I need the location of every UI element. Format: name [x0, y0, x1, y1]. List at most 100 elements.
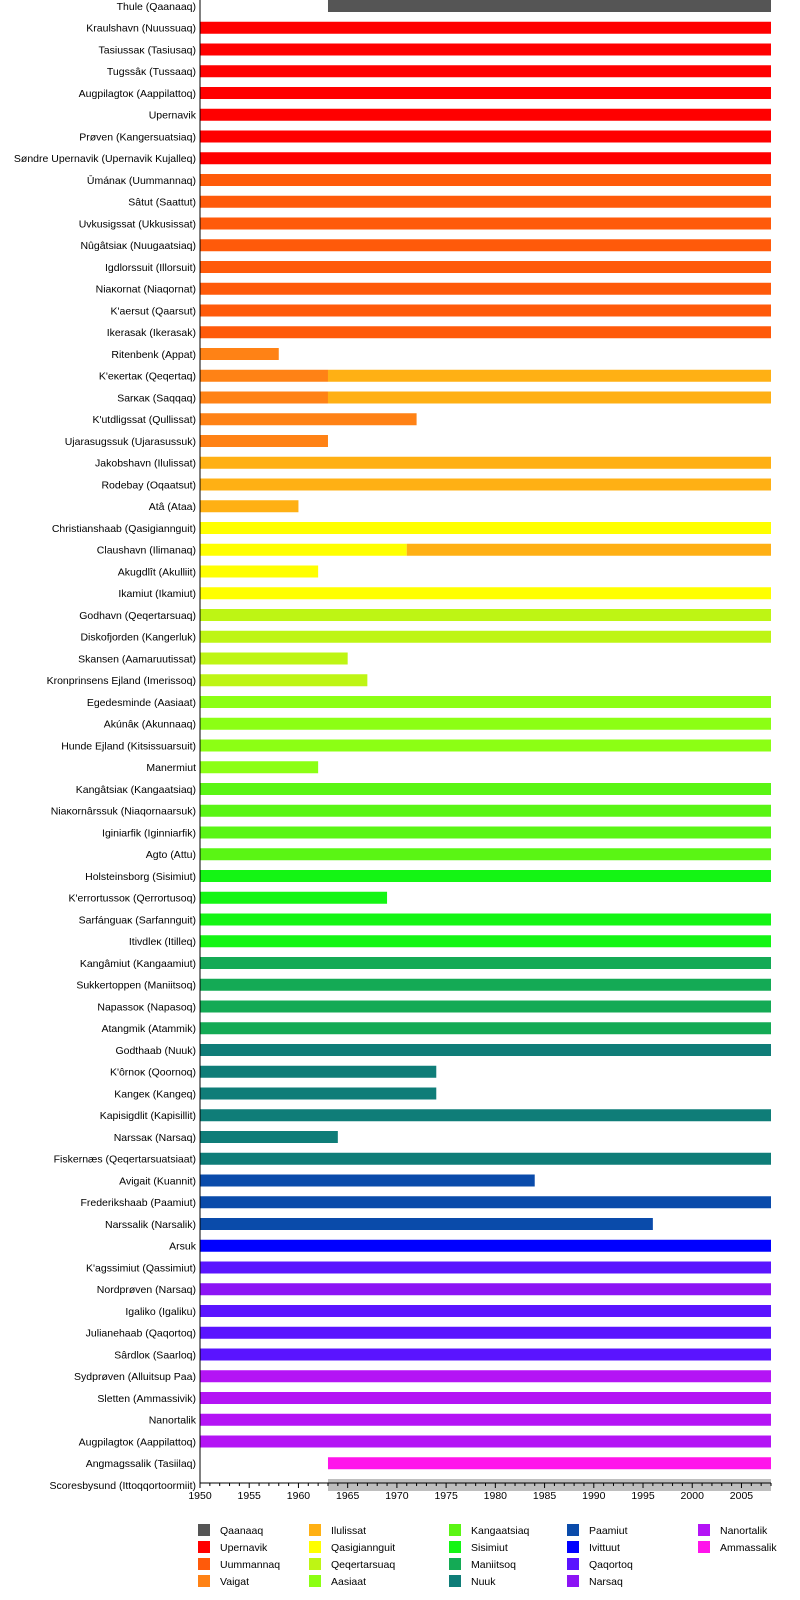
timeline-bar: [200, 543, 407, 556]
chart-row: Angmagssalik (Tasiilaq): [86, 1457, 771, 1470]
timeline-bar: [200, 870, 771, 882]
chart-row: Avigait (Kuannit): [119, 1174, 535, 1187]
row-label: Ikamiut (Ikamiut): [118, 588, 196, 600]
chart-row: Christianshaab (Qasigiannguit): [52, 522, 771, 535]
timeline-bar: [200, 609, 771, 621]
row-label: Kapisigdlit (Kapisillit): [100, 1110, 196, 1122]
timeline-bar: [200, 761, 319, 774]
timeline-bar: [406, 543, 771, 556]
chart-row: K'ôrnoĸ (Qoornoq): [110, 1065, 437, 1079]
timeline-bar: [200, 1392, 771, 1404]
row-label: Nûgâtsiaĸ (Nuugaatsiaq): [80, 240, 196, 252]
chart-row: Skansen (Aamaruutissat): [78, 652, 348, 665]
timeline-bar: [200, 1348, 771, 1361]
timeline-bar: [200, 1283, 771, 1296]
chart-row: Akugdlît (Akulliit): [118, 565, 319, 578]
timeline-bar: [200, 587, 771, 600]
legend-label: Maniitsoq: [471, 1559, 516, 1571]
timeline-bar: [200, 130, 771, 143]
chart-row: Ujarasugssuk (Ujarasussuk): [65, 435, 328, 448]
x-tick-label: 1965: [336, 1490, 360, 1502]
legend-label: Kangaatsiaq: [471, 1525, 530, 1537]
chart-row: Augpilagtoĸ (Aappilattoq): [79, 87, 771, 100]
row-label: Rodebay (Oqaatsut): [101, 479, 196, 491]
legend-label: Qasigiannguit: [331, 1542, 395, 1554]
row-label: Akúnâĸ (Akunnaaq): [104, 719, 196, 731]
chart-row: Godthaab (Nuuk): [115, 1044, 771, 1057]
legend-item: Qaanaaq: [198, 1524, 263, 1537]
row-label: Igdlorssuit (Illorsuit): [105, 262, 196, 274]
legend-swatch: [449, 1541, 461, 1553]
chart-row: Julianehaab (Qaqortoq): [86, 1326, 771, 1340]
row-label: Nanortalik: [149, 1415, 197, 1427]
row-label: Upernavik: [149, 110, 197, 122]
legend-swatch: [449, 1558, 461, 1570]
legend-label: Qaanaaq: [220, 1525, 263, 1537]
row-label: Sydprøven (Alluitsup Paa): [74, 1371, 196, 1383]
timeline-bar: [200, 1131, 338, 1143]
row-label: Skansen (Aamaruutissat): [78, 653, 196, 665]
row-label: K'utdligssat (Qullissat): [92, 414, 196, 426]
legend-label: Qaqortoq: [589, 1559, 633, 1571]
legend-swatch: [567, 1558, 579, 1570]
legend-swatch: [567, 1541, 579, 1553]
row-label: Uvkusigssat (Ukkusissat): [79, 218, 196, 230]
x-tick-label: 1950: [188, 1490, 212, 1502]
chart-row: Upernavik: [149, 108, 771, 122]
legend-label: Uummannaq: [220, 1559, 280, 1571]
row-label: K'eĸertaĸ (Qeqertaq): [99, 371, 196, 383]
timeline-bar: [200, 957, 771, 969]
row-label: Claushavn (Ilimanaq): [97, 545, 196, 557]
row-label: Hunde Ejland (Kitsissuarsuit): [61, 740, 196, 752]
timeline-bar: [200, 696, 771, 708]
timeline-bar: [327, 391, 771, 404]
chart-row: Sletten (Ammassivik): [97, 1392, 771, 1405]
timeline-bar: [200, 21, 771, 34]
chart-row: Agto (Attu): [146, 848, 771, 861]
row-label: Kangâmiut (Kangaamiut): [80, 958, 196, 970]
row-label: Iginiarfik (Iginniarfik): [102, 827, 196, 839]
chart-row: Nûgâtsiaĸ (Nuugaatsiaq): [80, 239, 771, 252]
x-tick-label: 1970: [385, 1490, 409, 1502]
chart-row: Kronprinsens Ejland (Imerissoq): [47, 674, 368, 687]
row-label: Ujarasugssuk (Ujarasussuk): [65, 436, 196, 448]
row-label: Ūmánaĸ (Uummannaq): [87, 175, 196, 187]
timeline-bar: [200, 369, 328, 382]
row-label: Itivdleĸ (Itilleq): [129, 936, 196, 948]
row-label: Sâtut (Saattut): [128, 197, 196, 209]
x-tick-label: 1975: [434, 1490, 458, 1502]
timeline-bar: [200, 1087, 437, 1100]
legend-item: Ammassalik: [698, 1541, 777, 1554]
timeline-bar: [327, 1457, 771, 1470]
row-label: Augpilagtoĸ (Aappilattoq): [79, 88, 196, 100]
chart-row: Fiskernæs (Qeqertarsuatsiaat): [54, 1152, 771, 1166]
row-label: Kronprinsens Ejland (Imerissoq): [47, 675, 196, 687]
timeline-bar: [200, 326, 771, 339]
chart-row: Sâtut (Saattut): [128, 195, 771, 209]
chart-row: Nanortalik: [149, 1413, 771, 1427]
timeline-bar: [200, 891, 388, 904]
chart-row: Narssaĸ (Narsaq): [114, 1131, 338, 1144]
chart-row: Kraulshavn (Nuussuaq): [86, 21, 771, 35]
timeline-bar: [200, 826, 771, 839]
row-label: Godthaab (Nuuk): [115, 1045, 196, 1057]
timeline-bar: [200, 1000, 771, 1013]
row-label: Sletten (Ammassivik): [97, 1393, 196, 1405]
row-label: Ikerasak (Ikerasak): [107, 327, 196, 339]
row-label: Christianshaab (Qasigiannguit): [52, 523, 196, 535]
timeline-bar: [200, 1370, 771, 1383]
chart-row: Niaĸornârssuk (Niaqornaarsuk): [51, 804, 771, 818]
row-label: Thule (Qaanaaq): [117, 1, 196, 13]
timeline-bar: [200, 65, 771, 78]
legend-item: Sisimiut: [449, 1541, 508, 1554]
row-label: Sârdloĸ (Saarloq): [114, 1349, 196, 1361]
timeline-bar: [200, 152, 771, 165]
row-label: Niaĸornârssuk (Niaqornaarsuk): [51, 806, 196, 818]
x-tick-label: 1960: [287, 1490, 311, 1502]
legend-swatch: [198, 1558, 210, 1570]
legend-label: Aasiaat: [331, 1576, 366, 1588]
x-tick-label: 2000: [681, 1490, 705, 1502]
legend-label: Ilulissat: [331, 1525, 366, 1537]
row-label: Prøven (Kangersuatsiaq): [79, 131, 196, 143]
timeline-bar: [200, 739, 771, 752]
